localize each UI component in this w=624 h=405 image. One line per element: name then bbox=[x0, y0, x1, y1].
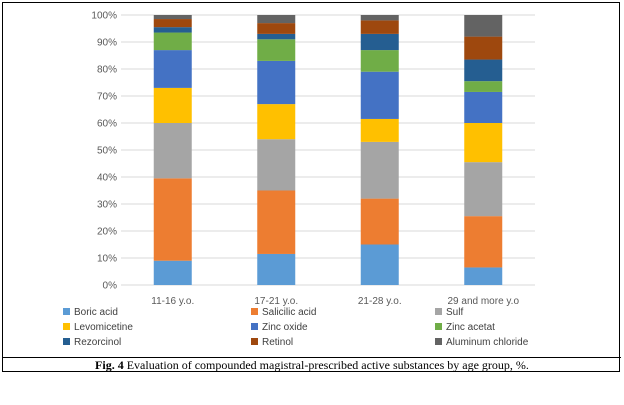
bar-segment bbox=[153, 178, 192, 261]
legend-swatch bbox=[63, 323, 70, 330]
bar-segment bbox=[464, 216, 503, 268]
legend-label: Zinc oxide bbox=[262, 322, 308, 333]
caption-text: Evaluation of compounded magistral-presc… bbox=[123, 358, 529, 372]
legend-swatch bbox=[435, 308, 442, 315]
bar-segment bbox=[360, 50, 399, 72]
x-tick-label: 29 and more y.o bbox=[447, 296, 519, 307]
stacked-bar-chart: 0% 10% 20% 30% 40% 50% 60% 70% 80% 90% 100% 11-16 y… bbox=[63, 11, 535, 348]
bar-segment bbox=[360, 15, 399, 21]
bar-segment bbox=[360, 141, 399, 199]
bar-segment bbox=[257, 23, 296, 34]
bar-segment bbox=[360, 118, 399, 142]
bar-segment bbox=[153, 260, 192, 285]
y-tick-label: 90% bbox=[97, 38, 117, 49]
y-tick-label: 10% bbox=[97, 254, 117, 265]
legend-swatch bbox=[435, 338, 442, 345]
x-tick-label: 21-28 y.o. bbox=[358, 296, 402, 307]
y-tick-label: 0% bbox=[103, 281, 118, 292]
bar-segment bbox=[153, 19, 192, 28]
bar-segment bbox=[464, 59, 503, 82]
x-tick-label: 11-16 y.o. bbox=[151, 296, 194, 307]
bar-segment bbox=[360, 33, 399, 51]
legend-swatch bbox=[63, 308, 70, 315]
bar-segment bbox=[153, 87, 192, 123]
legend-label: Sulf bbox=[446, 307, 463, 318]
bar-segment bbox=[257, 15, 296, 24]
bar-segment bbox=[257, 39, 296, 61]
bar-segment bbox=[257, 253, 296, 285]
legend-label: Zinc acetat bbox=[446, 322, 495, 333]
y-tick-label: 80% bbox=[97, 65, 117, 76]
legend-swatch bbox=[435, 323, 442, 330]
y-tick-label: 100% bbox=[91, 11, 117, 22]
bar-segment bbox=[257, 190, 296, 254]
bar-segment bbox=[153, 32, 192, 51]
legend-label: Retinol bbox=[262, 337, 293, 348]
y-tick-label: 30% bbox=[97, 200, 117, 211]
bar-segment bbox=[153, 27, 192, 33]
bar-segment bbox=[360, 71, 399, 119]
y-tick-label: 70% bbox=[97, 92, 117, 103]
legend-label: Boric acid bbox=[74, 307, 118, 318]
bar-segment bbox=[464, 81, 503, 92]
bar-segment bbox=[153, 123, 192, 179]
bar-segment bbox=[257, 139, 296, 191]
figure-frame: 0% 10% 20% 30% 40% 50% 60% 70% 80% 90% 100% 11-16 y… bbox=[2, 2, 621, 373]
bar-segment bbox=[464, 36, 503, 60]
bar-segment bbox=[257, 104, 296, 140]
bar-segment bbox=[360, 20, 399, 34]
caption-label: Fig. 4 bbox=[95, 358, 124, 372]
y-tick-label: 60% bbox=[97, 119, 117, 130]
legend-label: Aluminum chloride bbox=[446, 337, 529, 348]
figure-caption: Fig. 4 Evaluation of compounded magistra… bbox=[3, 357, 621, 373]
bar-segment bbox=[153, 50, 192, 88]
legend-label: Rezorcinol bbox=[74, 337, 121, 348]
bar-segment bbox=[153, 15, 192, 20]
bar-segment bbox=[464, 267, 503, 285]
y-tick-label: 40% bbox=[97, 173, 117, 184]
bar-segment bbox=[464, 162, 503, 217]
bar-segment bbox=[464, 123, 503, 163]
y-tick-label: 50% bbox=[97, 146, 117, 157]
legend-label: Levomicetine bbox=[74, 322, 133, 333]
bar-segment bbox=[464, 91, 503, 123]
y-tick-label: 20% bbox=[97, 227, 117, 238]
legend-label: Salicilic acid bbox=[262, 307, 316, 318]
x-tick-label: 17-21 y.o. bbox=[254, 296, 298, 307]
bar-segment bbox=[360, 244, 399, 285]
bar-segment bbox=[257, 60, 296, 105]
bar-segment bbox=[360, 198, 399, 245]
bar-segment bbox=[257, 33, 296, 40]
legend-swatch bbox=[251, 323, 258, 330]
bar-segment bbox=[464, 15, 503, 37]
legend-swatch bbox=[251, 338, 258, 345]
legend-swatch bbox=[63, 338, 70, 345]
legend-swatch bbox=[251, 308, 258, 315]
